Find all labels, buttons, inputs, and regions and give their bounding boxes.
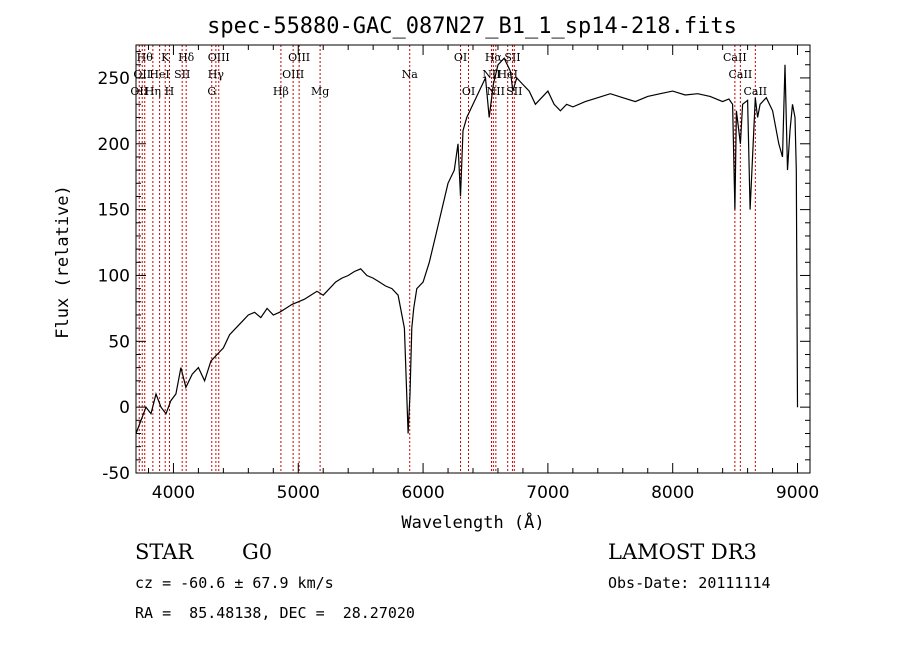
y-tick-label: 250 [98,69,130,89]
emission-line-label: CaII [723,51,747,64]
y-tick-label: 100 [98,266,130,286]
emission-line-label: K [161,51,170,64]
emission-line-label: SII [506,85,522,98]
emission-line-label: OIII [282,68,304,81]
emission-line-label: Mg [311,85,329,98]
spectrum-line [135,57,799,434]
emission-line-label: HeI [497,68,517,81]
x-tick-label: 4000 [152,483,195,503]
x-tick-label: 8000 [651,483,694,503]
subclass: G0 [242,540,273,564]
x-tick-label: 5000 [277,483,320,503]
emission-line-label: H [165,85,175,98]
x-axis-label: Wavelength (Å) [401,511,544,533]
object-class: STAR [135,540,194,564]
survey-name: LAMOST DR3 [608,540,757,564]
emission-line-label: Na [402,68,419,81]
emission-line-label: G [207,85,216,98]
y-tick-label: -50 [102,464,130,484]
emission-line-label: OI [462,85,475,98]
emission-line-labels: OIIOIIHθHηHeIKHSIIHδGHγOIIIHβOIIIOIIIMgN… [130,51,767,98]
emission-line-label: Hη [145,85,161,98]
emission-line-label: Hθ [137,51,154,64]
emission-line-label: OIII [288,51,310,64]
plot-frame [135,44,811,474]
x-axis: 4000 5000 6000 7000 8000 9000 [147,45,819,503]
emission-line-label: SII [504,51,520,64]
y-tick-label: 150 [98,201,130,221]
emission-line-label: Hγ [208,68,225,81]
y-axis-label: Flux (relative) [53,185,73,339]
emission-line-label: Hα [485,51,503,64]
emission-line-label: SII [174,68,190,81]
y-axis: -50 0 50 100 150 200 250 [98,51,810,484]
x-tick-label: 7000 [526,483,569,503]
chart-title: spec-55880-GAC_087N27_B1_1_sp14-218.fits [207,14,737,39]
y-tick-label: 50 [108,332,130,352]
emission-line-label: Hβ [273,85,289,98]
spectrum-chart: spec-55880-GAC_087N27_B1_1_sp14-218.fits… [53,14,819,533]
emission-line-label: Hδ [178,51,195,64]
emission-line-label: NII [487,85,505,98]
emission-line-markers [138,45,756,473]
emission-line-label: HeI [149,68,169,81]
y-tick-label: 0 [119,398,130,418]
y-tick-label: 200 [98,135,130,155]
x-tick-label: 9000 [776,483,819,503]
obs-date: Obs-Date: 20111114 [608,574,771,592]
redshift-text: cz = -60.6 ± 67.9 km/s [135,574,334,592]
emission-line-label: CaII [729,68,753,81]
emission-line-label: OIII [208,51,230,64]
x-tick-label: 6000 [401,483,444,503]
coordinates: RA = 85.48138, DEC = 28.27020 [135,604,415,622]
emission-line-label: OI [454,51,467,64]
emission-line-label: CaII [743,85,767,98]
